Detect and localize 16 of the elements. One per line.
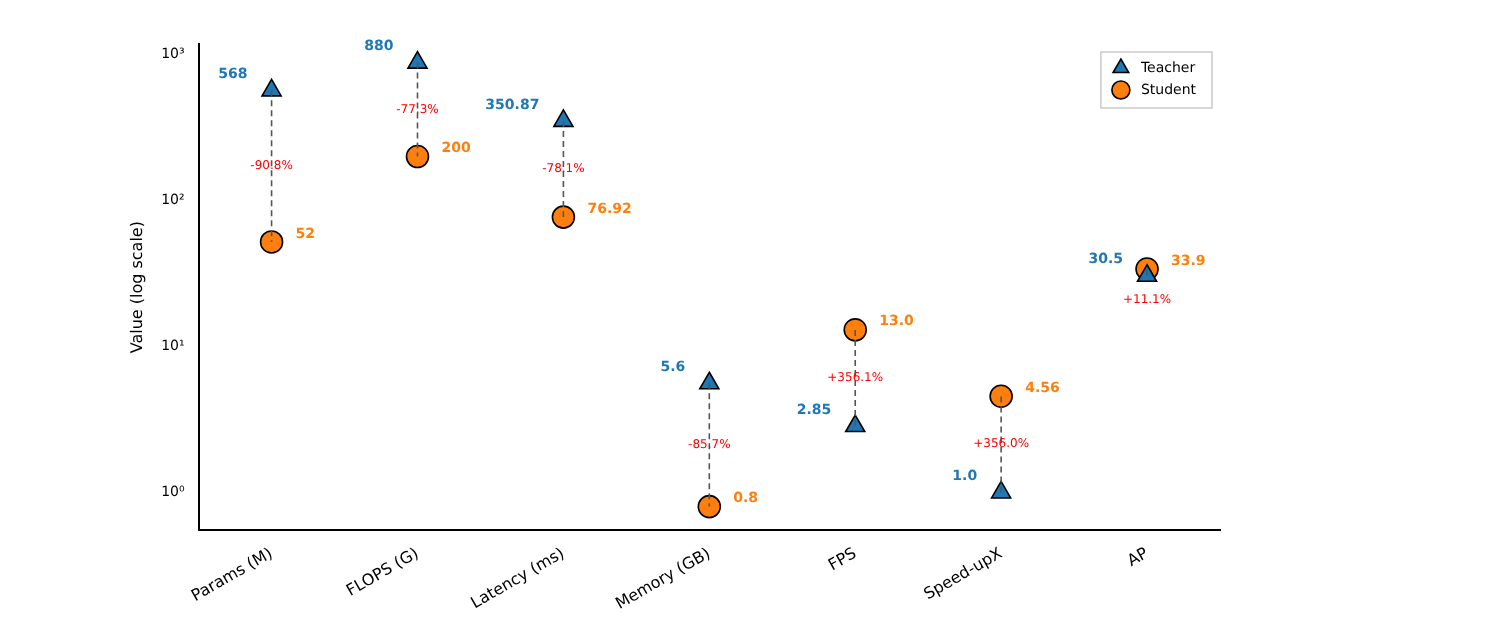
point — [551, 205, 576, 229]
point — [697, 494, 722, 519]
point — [259, 230, 284, 254]
point — [405, 144, 430, 169]
point — [989, 384, 1013, 409]
point — [844, 414, 866, 433]
y-axis-title: Value (log scale) — [127, 221, 146, 354]
point — [843, 318, 868, 342]
point — [261, 78, 282, 97]
x-tick-label: FPS — [825, 544, 860, 575]
point — [990, 480, 1012, 499]
point — [698, 371, 720, 390]
point — [1136, 263, 1158, 283]
point — [407, 50, 428, 69]
point — [553, 109, 574, 128]
x-tick-label: AP — [1124, 543, 1152, 571]
